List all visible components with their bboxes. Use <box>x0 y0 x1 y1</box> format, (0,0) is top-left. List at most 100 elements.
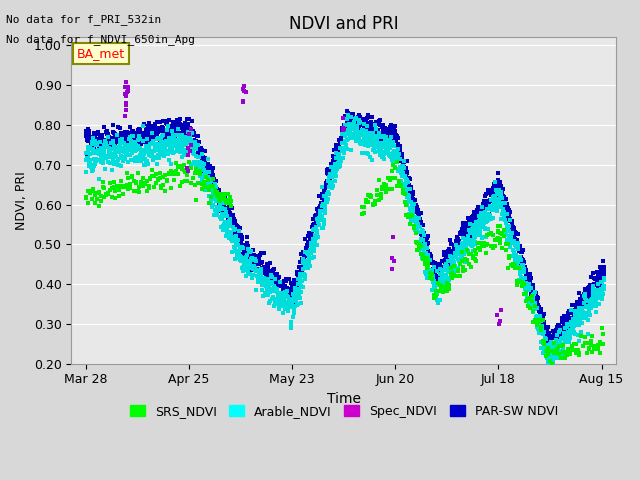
Point <box>341 128 351 136</box>
Point <box>198 154 208 161</box>
Point <box>381 145 392 153</box>
Point <box>525 270 535 278</box>
Point <box>342 130 353 138</box>
Point <box>394 165 404 173</box>
Point <box>164 134 174 142</box>
Point <box>314 205 324 213</box>
Point <box>479 208 490 216</box>
Point <box>303 255 314 263</box>
Point <box>202 183 212 191</box>
Point <box>488 193 498 201</box>
Point <box>120 112 131 120</box>
Point <box>264 278 275 286</box>
Point <box>584 344 594 352</box>
Point <box>167 127 177 135</box>
Point <box>540 345 550 353</box>
Point <box>114 192 124 200</box>
Point <box>491 186 501 193</box>
Point <box>515 278 525 286</box>
Point <box>242 239 252 247</box>
Point <box>246 255 256 263</box>
Point <box>114 138 124 145</box>
Point <box>584 306 594 313</box>
Point <box>536 307 546 314</box>
Point <box>325 163 335 171</box>
Point <box>538 338 548 346</box>
Point <box>372 192 382 199</box>
Point <box>330 155 340 162</box>
Point <box>203 173 213 180</box>
Point <box>532 323 542 331</box>
Point <box>564 315 574 323</box>
Point <box>596 269 607 276</box>
Point <box>131 146 141 154</box>
Point <box>530 295 540 302</box>
Point <box>152 140 162 147</box>
Point <box>182 120 193 128</box>
Point <box>598 275 608 282</box>
Point <box>191 145 202 153</box>
Point <box>472 206 482 214</box>
Point <box>440 257 450 265</box>
Point <box>84 159 95 167</box>
Point <box>454 257 464 264</box>
Point <box>191 152 201 160</box>
Point <box>296 283 307 290</box>
Point <box>525 277 535 285</box>
Point <box>157 123 167 131</box>
Point <box>189 138 200 145</box>
Point <box>136 140 147 147</box>
Point <box>499 203 509 211</box>
Point <box>545 335 555 343</box>
Point <box>336 155 346 162</box>
Point <box>575 315 586 323</box>
Point <box>332 154 342 162</box>
Point <box>341 122 351 130</box>
Point <box>462 232 472 240</box>
Point <box>333 149 344 156</box>
Point <box>401 174 411 182</box>
Point <box>355 121 365 129</box>
Point <box>525 300 535 307</box>
Point <box>215 214 225 221</box>
Point <box>245 259 255 266</box>
Point <box>458 247 468 255</box>
Point <box>394 142 404 149</box>
Point <box>134 132 145 140</box>
Point <box>592 293 602 300</box>
Point <box>313 218 323 226</box>
Point <box>272 275 282 283</box>
Point <box>303 238 313 246</box>
Point <box>542 355 552 362</box>
Point <box>459 243 469 251</box>
Point <box>566 306 576 313</box>
Point <box>160 143 170 150</box>
Point <box>552 345 563 352</box>
Point <box>595 338 605 346</box>
Point <box>179 141 189 149</box>
Point <box>223 196 233 204</box>
Point <box>131 138 141 145</box>
Point <box>528 298 538 305</box>
Point <box>214 201 225 209</box>
Point <box>199 168 209 176</box>
Point <box>475 246 485 253</box>
Point <box>360 119 370 126</box>
Point <box>587 295 597 302</box>
Point <box>450 244 460 252</box>
Point <box>326 163 337 170</box>
Point <box>387 134 397 142</box>
Point <box>355 116 365 124</box>
Point <box>132 128 143 135</box>
Point <box>132 132 142 140</box>
Point <box>488 188 498 195</box>
Point <box>183 137 193 144</box>
Point <box>126 156 136 164</box>
Point <box>128 140 138 147</box>
Point <box>241 233 252 241</box>
Point <box>591 302 601 310</box>
Point <box>572 312 582 319</box>
Point <box>353 133 363 141</box>
Point <box>367 132 377 140</box>
Point <box>308 235 319 243</box>
